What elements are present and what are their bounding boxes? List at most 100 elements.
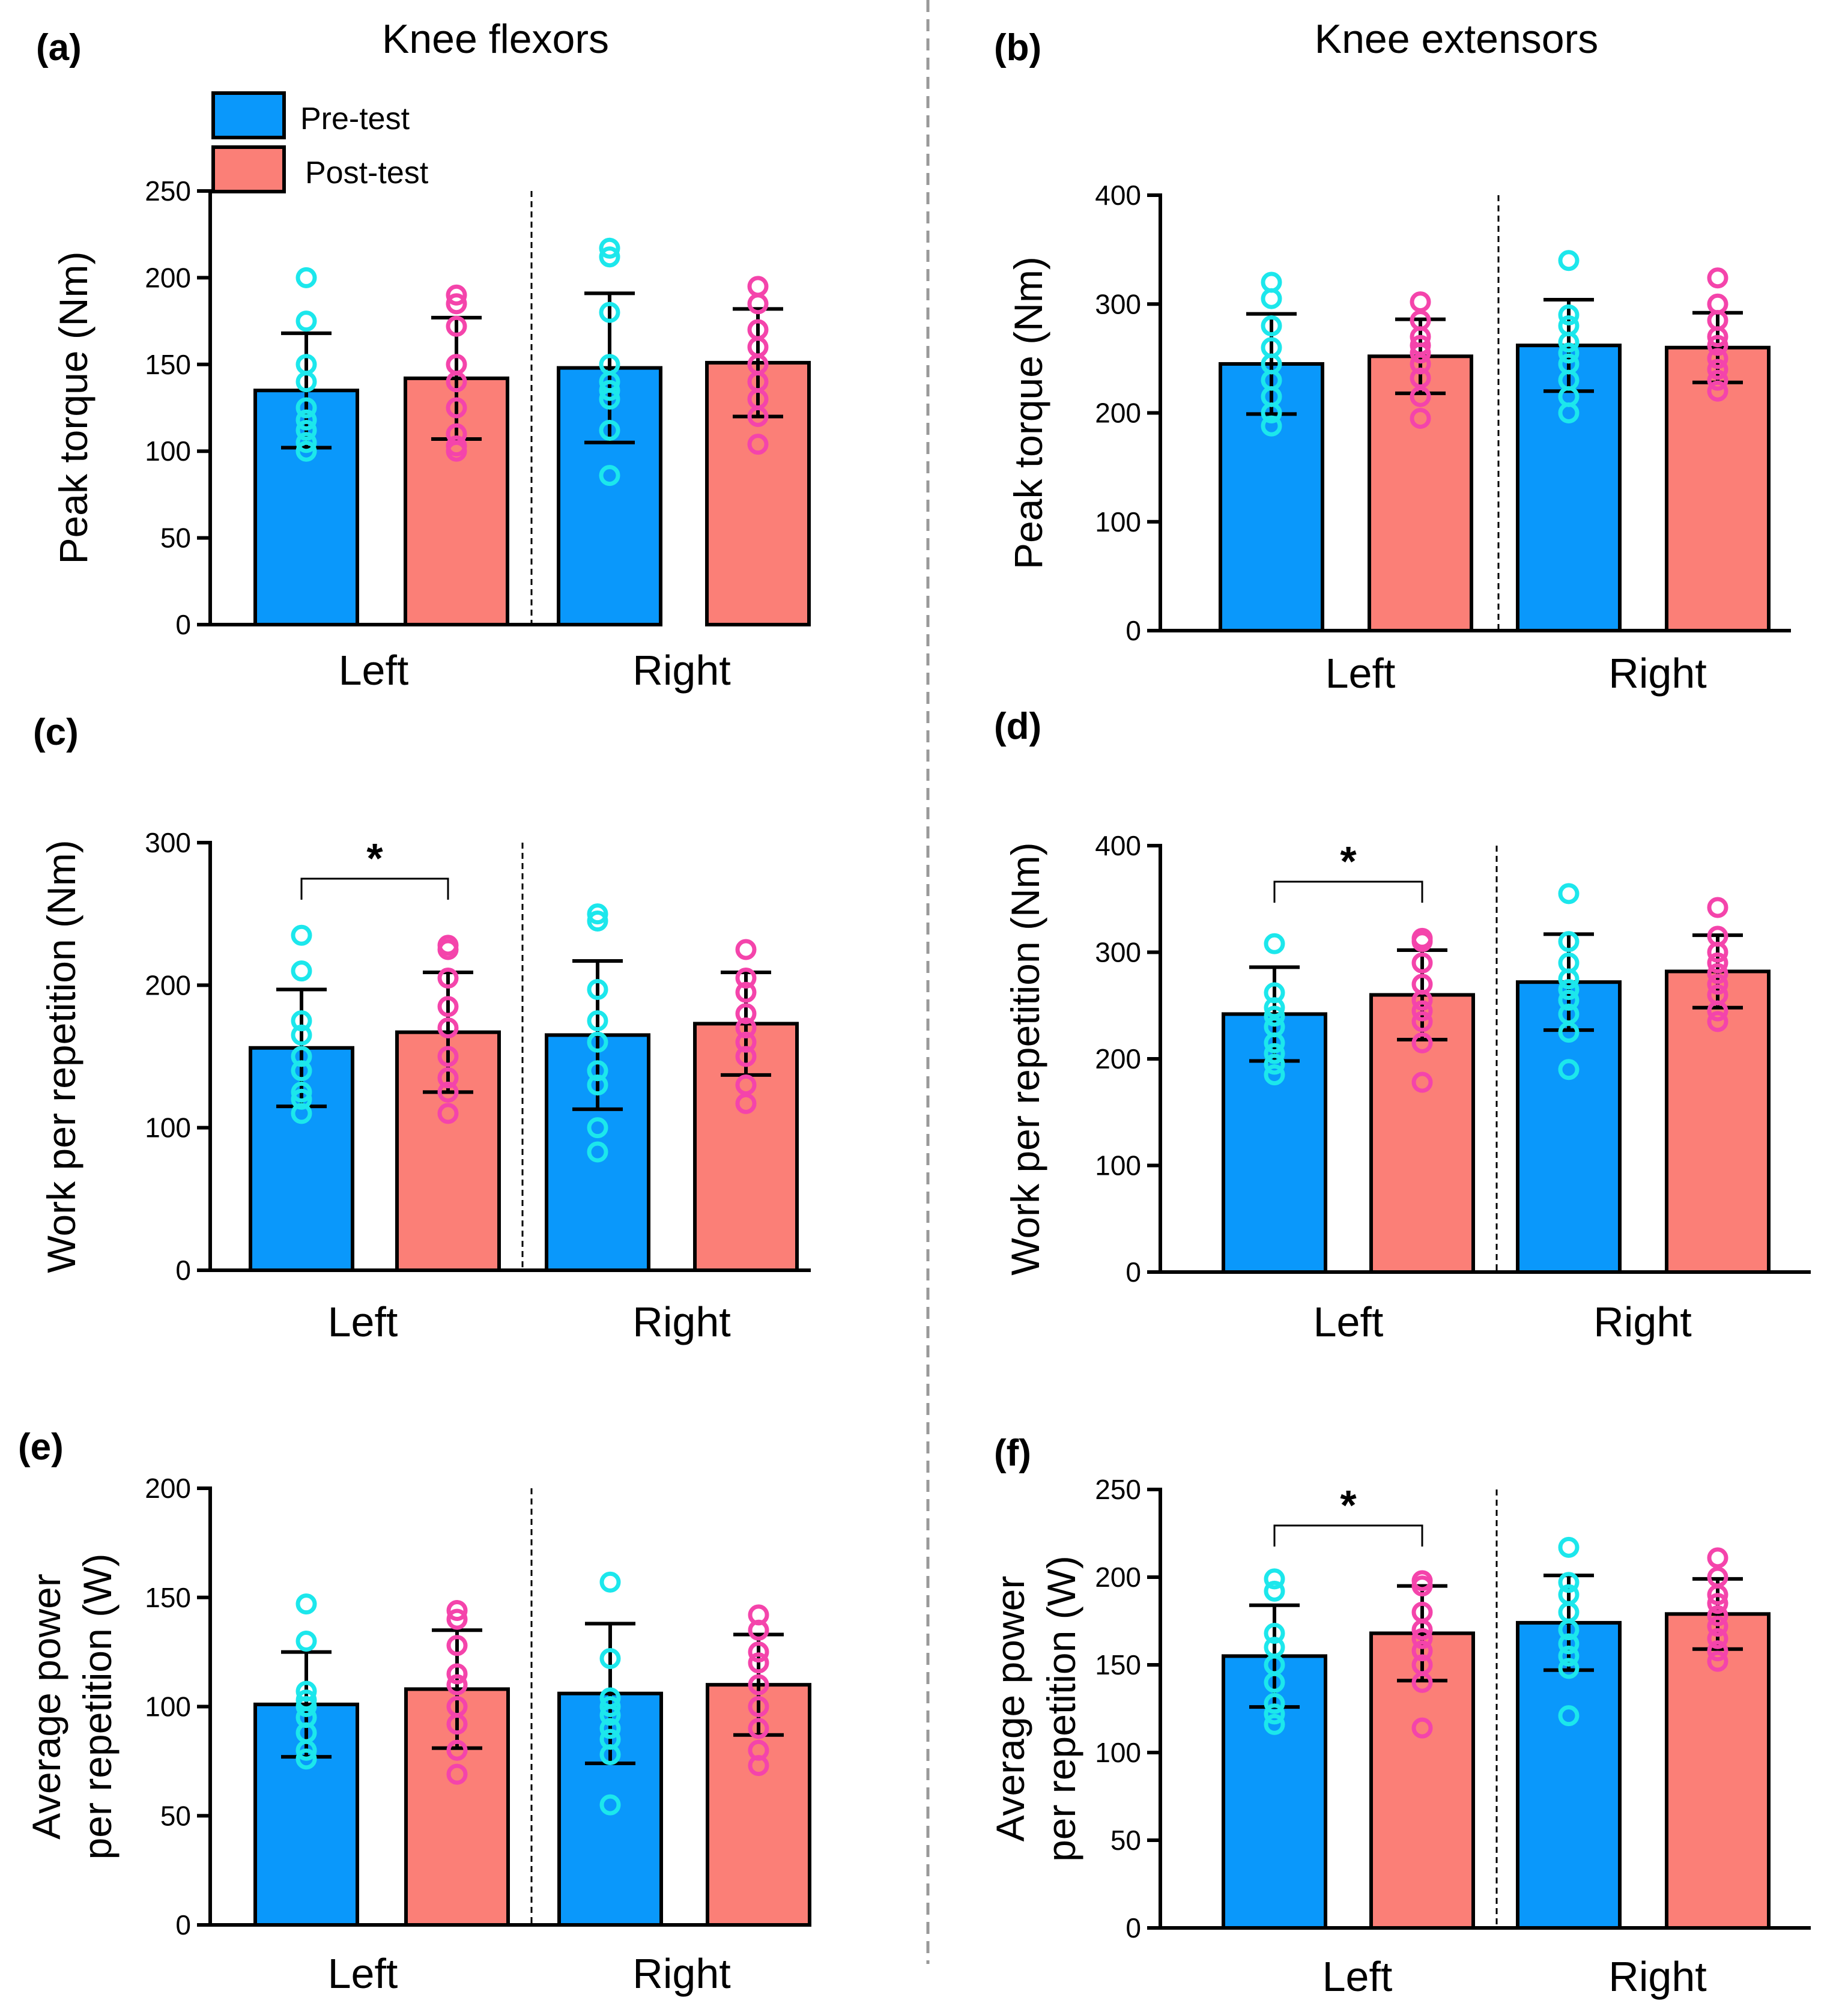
data-point [437, 1046, 459, 1067]
data-point [587, 903, 608, 925]
data-point [747, 434, 769, 455]
data-point [446, 440, 467, 462]
data-point [1707, 1011, 1728, 1032]
data-point [735, 967, 757, 989]
data-point [1558, 1633, 1580, 1655]
data-point [1707, 1000, 1728, 1022]
bar-post-right [1665, 1612, 1771, 1930]
data-point [437, 939, 459, 960]
y-axis-label: Work per repetition (Nm) [1003, 842, 1047, 1275]
data-point [446, 1674, 468, 1695]
data-point [1261, 288, 1282, 309]
data-point [437, 1081, 459, 1103]
data-point [1558, 402, 1580, 423]
y-axis-label: Peak torque (Nm) [51, 252, 95, 565]
y-tick-label: 0 [175, 1909, 191, 1941]
data-point [735, 1092, 757, 1114]
data-point [446, 1763, 468, 1785]
data-point [1410, 408, 1431, 429]
data-point [1558, 250, 1580, 271]
data-point [747, 276, 769, 297]
x-category-label: Left [339, 647, 409, 694]
data-point [735, 1031, 757, 1053]
data-point [446, 1635, 468, 1656]
data-point [291, 924, 312, 946]
data-point [1264, 933, 1285, 954]
data-point [446, 371, 467, 393]
data-point [1707, 359, 1728, 380]
data-point [1261, 415, 1282, 437]
data-point [446, 284, 467, 306]
y-tick-label: 150 [145, 1582, 191, 1613]
data-point [748, 1674, 769, 1695]
data-point [291, 960, 312, 982]
data-point [735, 1046, 757, 1067]
data-point [1558, 304, 1580, 326]
data-point [1411, 931, 1433, 953]
data-point [1411, 1575, 1433, 1597]
data-point [295, 1748, 317, 1770]
panel-label: (d) [994, 706, 1041, 747]
data-point [1707, 267, 1728, 289]
data-point [1264, 1064, 1285, 1086]
data-point [1411, 1619, 1433, 1641]
panel-b: (b) Peak torque (Nm) 0 100 200 300 400 Left Righ… [994, 27, 1791, 697]
data-point [1558, 989, 1580, 1011]
data-point [1707, 1640, 1728, 1662]
data-point [295, 311, 317, 332]
data-point [1558, 332, 1580, 353]
data-point [1264, 1032, 1285, 1053]
y-tick-label: 0 [1125, 1256, 1141, 1288]
data-point [1707, 1650, 1728, 1672]
data-point [1707, 335, 1728, 356]
data-point [1264, 1622, 1285, 1644]
x-category-label: Right [632, 647, 730, 694]
data-point [1264, 997, 1285, 1019]
data-point [1707, 348, 1728, 369]
y-tick-label: 50 [160, 523, 191, 554]
data-point [748, 1755, 769, 1777]
y-tick-label: 0 [175, 609, 191, 640]
data-point [291, 1103, 312, 1124]
data-point [1411, 952, 1433, 974]
data-point [446, 1600, 468, 1622]
y-tick-label: 200 [1095, 398, 1141, 429]
data-point [1707, 1584, 1728, 1605]
data-point [1707, 974, 1728, 995]
x-category-label: Left [1322, 1953, 1393, 2000]
y-tick-label: 150 [1095, 1649, 1141, 1680]
data-point [1264, 1692, 1285, 1714]
data-point [599, 1794, 621, 1816]
significance-marker: * [366, 835, 383, 882]
data-point [1707, 326, 1728, 348]
data-point [446, 1739, 468, 1761]
x-category-label: Right [632, 1950, 730, 1997]
data-point [748, 1718, 769, 1739]
y-tick-label: 150 [145, 349, 191, 380]
data-point [1411, 1671, 1433, 1693]
data-point [735, 1017, 757, 1039]
data-point [295, 1739, 317, 1761]
data-point [1411, 1717, 1433, 1739]
data-point [1411, 989, 1433, 1011]
y-tick-label: 200 [1095, 1043, 1141, 1074]
data-point [1558, 1022, 1580, 1043]
data-point [587, 1117, 608, 1139]
data-point [446, 293, 467, 315]
y-tick-label: 300 [145, 827, 191, 858]
data-point [291, 1088, 312, 1110]
data-point [295, 409, 317, 431]
data-point [1411, 1000, 1433, 1022]
legend-swatch-post [211, 145, 286, 193]
data-point [1264, 1005, 1285, 1027]
column-title-knee-flexors: Knee flexors [382, 16, 609, 62]
data-point [599, 237, 620, 259]
data-point [1707, 1616, 1728, 1637]
data-point [1558, 979, 1580, 1001]
data-point [599, 1744, 621, 1765]
data-point [295, 432, 317, 453]
data-point [735, 939, 757, 960]
y-axis-label: Average power [24, 1574, 68, 1840]
data-point [748, 1652, 769, 1674]
data-point [295, 371, 317, 393]
